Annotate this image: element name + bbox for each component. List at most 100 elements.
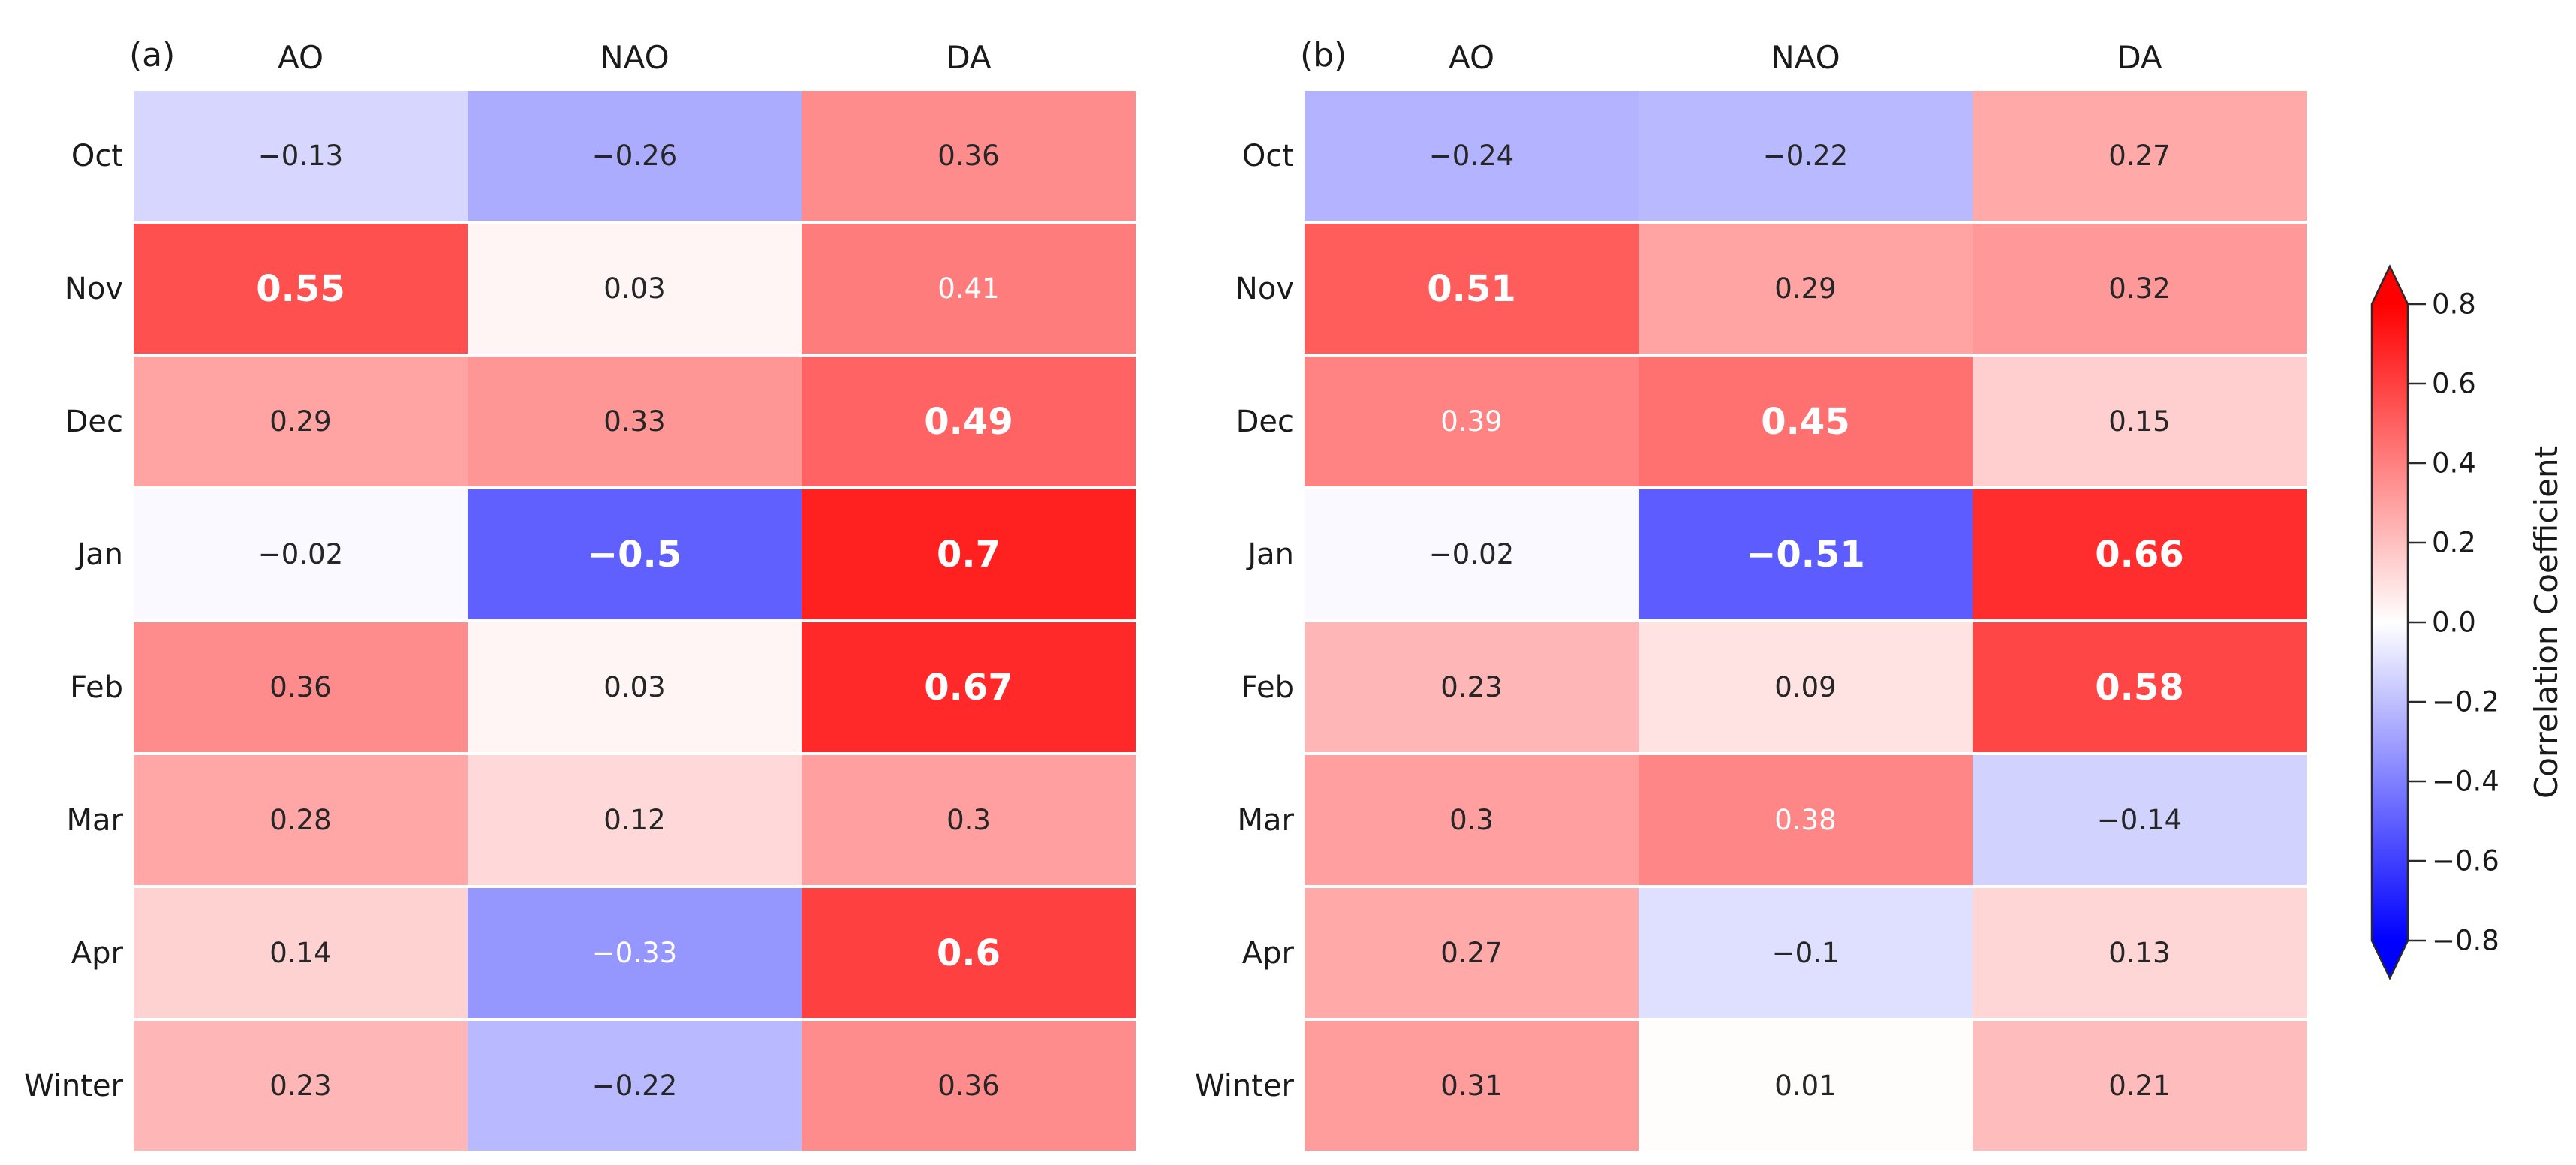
heatmap-cell: 0.09 (1639, 622, 1973, 752)
heatmap-cell: −0.26 (468, 91, 802, 221)
heatmap-cell: 0.32 (1973, 224, 2307, 354)
heatmap-cell: 0.21 (1973, 1021, 2307, 1151)
row-label-apr: Apr (71, 935, 123, 971)
heatmap-cell: 0.66 (1973, 489, 2307, 619)
heatmap-cell: 0.14 (134, 888, 468, 1018)
heatmap-cell: 0.6 (802, 888, 1136, 1018)
cell-value: 0.15 (2108, 405, 2171, 438)
heatmap-cell: −0.5 (468, 489, 802, 619)
col-header-nao: NAO (1771, 39, 1840, 76)
colorbar-tick-label: −0.4 (2432, 765, 2499, 798)
cell-value: 0.36 (937, 140, 1000, 172)
cell-value: 0.27 (2108, 140, 2171, 172)
cell-value: 0.36 (269, 671, 332, 703)
row-label-apr: Apr (1241, 935, 1294, 971)
heatmap-cell: 0.29 (1639, 224, 1973, 354)
cell-value: −0.02 (257, 538, 344, 570)
row-label-oct: Oct (71, 138, 123, 173)
heatmap-cell: 0.51 (1305, 224, 1639, 354)
heatmap-cell: 0.67 (802, 622, 1136, 752)
cell-value: −0.02 (1428, 538, 1515, 570)
cell-value: −0.14 (2096, 804, 2183, 836)
heatmap-cell: 0.36 (134, 622, 468, 752)
row-label-mar: Mar (66, 802, 123, 838)
heatmap-cell: 0.31 (1305, 1021, 1639, 1151)
heatmap-cell: 0.36 (802, 91, 1136, 221)
cell-value: 0.01 (1774, 1070, 1837, 1102)
cell-value: 0.33 (603, 405, 666, 438)
cell-value: 0.41 (937, 272, 1000, 305)
heatmap-cell: 0.12 (468, 755, 802, 885)
row-label-nov: Nov (64, 271, 123, 306)
row-label-winter: Winter (24, 1068, 123, 1103)
row-label-jan: Jan (77, 537, 123, 572)
cell-value: 0.21 (2108, 1070, 2171, 1102)
colorbar-title: Correlation Coefficient (2528, 445, 2565, 799)
row-label-nov: Nov (1235, 271, 1294, 306)
cell-value: 0.03 (603, 272, 666, 305)
heatmap-cell: 0.28 (134, 755, 468, 885)
cell-value: −0.13 (257, 140, 344, 172)
heatmap-cell: 0.49 (802, 357, 1136, 486)
cell-value: 0.45 (1761, 400, 1850, 443)
heatmap-cell: 0.13 (1973, 888, 2307, 1018)
heatmap-cell: 0.3 (1305, 755, 1639, 885)
colorbar-tick-label: −0.8 (2432, 924, 2499, 957)
cell-value: −0.26 (591, 140, 678, 172)
colorbar-tick-label: 0.0 (2432, 606, 2476, 639)
colorbar (2370, 264, 2426, 980)
cell-value: 0.12 (603, 804, 666, 836)
heatmap-cell: 0.01 (1639, 1021, 1973, 1151)
cell-value: 0.66 (2095, 533, 2184, 576)
col-header-da: DA (2117, 39, 2162, 76)
cell-value: −0.51 (1746, 533, 1865, 576)
cell-value: 0.6 (936, 932, 1001, 974)
cell-value: 0.23 (269, 1070, 332, 1102)
cell-value: 0.55 (256, 267, 345, 310)
row-label-jan: Jan (1247, 537, 1294, 572)
cell-value: 0.13 (2108, 937, 2171, 969)
heatmap-cell: −0.33 (468, 888, 802, 1018)
cell-value: 0.27 (1440, 937, 1503, 969)
col-header-ao: AO (1448, 39, 1495, 76)
cell-value: 0.38 (1774, 804, 1837, 836)
colorbar-tick-label: −0.2 (2432, 685, 2499, 718)
cell-value: −0.22 (591, 1070, 678, 1102)
heatmap-cell: 0.39 (1305, 357, 1639, 486)
cell-value: −0.5 (587, 533, 682, 576)
heatmap-cell: 0.7 (802, 489, 1136, 619)
cell-value: −0.24 (1428, 140, 1515, 172)
cell-value: 0.58 (2095, 666, 2184, 709)
colorbar-ticks (2408, 303, 2426, 942)
heatmap-cell: −0.51 (1639, 489, 1973, 619)
cell-value: −0.33 (591, 937, 678, 969)
heatmap-cell: 0.29 (134, 357, 468, 486)
heatmap-cell: −0.13 (134, 91, 468, 221)
cell-value: −0.1 (1771, 937, 1840, 969)
colorbar-tick-label: 0.2 (2432, 526, 2476, 559)
panel-tag-a: (a) (129, 36, 176, 74)
heatmap-cell: 0.41 (802, 224, 1136, 354)
cell-value: 0.09 (1774, 671, 1837, 703)
cell-value: 0.32 (2108, 272, 2171, 305)
cell-value: 0.14 (269, 937, 332, 969)
row-label-mar: Mar (1237, 802, 1294, 838)
heatmap-cell: 0.58 (1973, 622, 2307, 752)
cell-value: 0.3 (1449, 804, 1494, 836)
cell-value: 0.36 (937, 1070, 1000, 1102)
heatmap-cell: −0.1 (1639, 888, 1973, 1018)
row-label-feb: Feb (70, 670, 123, 705)
heatmap-cell: 0.23 (134, 1021, 468, 1151)
heatmap-cell: 0.45 (1639, 357, 1973, 486)
cell-value: 0.7 (936, 533, 1001, 576)
col-header-ao: AO (277, 39, 324, 76)
heatmap-cell: −0.02 (1305, 489, 1639, 619)
row-label-winter: Winter (1195, 1068, 1294, 1103)
panel-tag-b: (b) (1300, 36, 1347, 74)
cell-value: 0.29 (269, 405, 332, 438)
cell-value: 0.29 (1774, 272, 1837, 305)
heatmap-cell: 0.15 (1973, 357, 2307, 486)
row-label-feb: Feb (1241, 670, 1294, 705)
cell-value: 0.03 (603, 671, 666, 703)
